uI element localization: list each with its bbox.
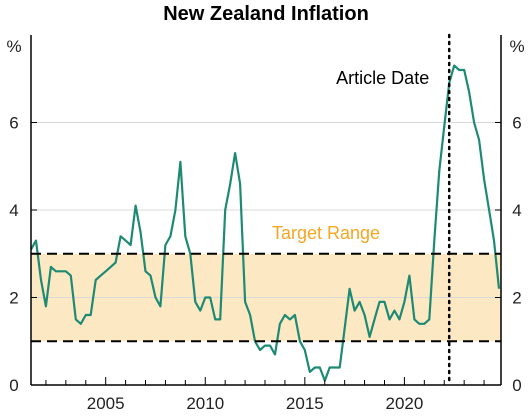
chart-title: New Zealand Inflation	[163, 3, 369, 25]
y-tick-label-left: 2	[9, 289, 18, 308]
y-axis-unit-left: %	[6, 37, 21, 56]
article-date-label: Article Date	[336, 68, 429, 88]
y-tick-label-right: 0	[512, 376, 521, 395]
y-tick-label-left: 6	[9, 114, 18, 133]
y-axis-unit-right: %	[509, 37, 524, 56]
y-tick-label-right: 2	[512, 289, 521, 308]
y-tick-label-right: 4	[512, 201, 521, 220]
x-tick-label: 2015	[286, 394, 324, 413]
y-tick-label-left: 0	[9, 376, 18, 395]
x-tick-label: 2010	[186, 394, 224, 413]
x-tick-label: 2020	[385, 394, 423, 413]
y-tick-label-left: 4	[9, 201, 18, 220]
y-tick-label-right: 6	[512, 114, 521, 133]
x-tick-label: 2005	[87, 394, 125, 413]
target-range-label: Target Range	[272, 223, 380, 243]
